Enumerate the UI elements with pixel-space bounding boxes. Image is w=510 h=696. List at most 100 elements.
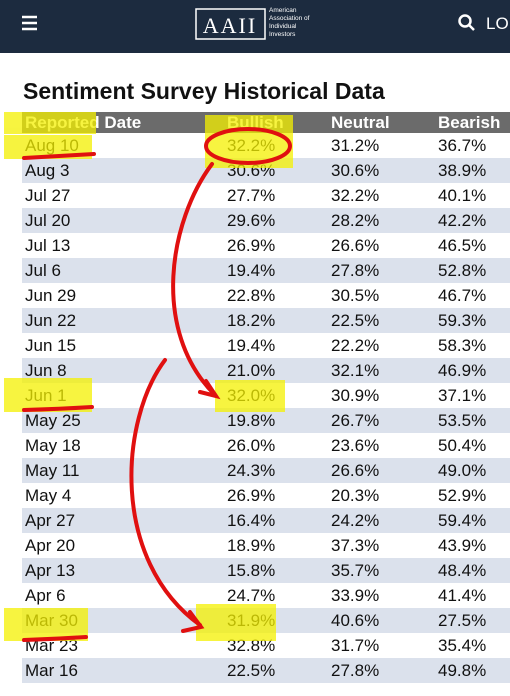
table-cell: Jul 6 (22, 258, 224, 283)
table-cell: Jun 1 (25, 385, 67, 405)
table-cell: 49.8% (435, 658, 510, 683)
table-row: Jun 1 32.0% 30.9% 37.1% (22, 383, 510, 408)
table-cell: Apr 13 (22, 558, 224, 583)
table-cell: 43.9% (438, 535, 487, 555)
table-row: Aug 10 32.2% 31.2% 36.7% (22, 133, 510, 158)
table-cell: 31.9% (224, 608, 328, 633)
table-row: Jun 29 22.8% 30.5% 46.7% (22, 283, 510, 308)
table-cell: 40.1% (438, 185, 487, 205)
logo-text: Association of (269, 15, 310, 22)
table-cell: 27.7% (227, 185, 276, 205)
table-cell: Apr 20 (25, 535, 76, 555)
table-cell: 53.5% (435, 408, 510, 433)
table-body: Aug 10 32.2% 31.2% 36.7% Aug 3 30.6% 30.6% 38.9… (22, 133, 510, 683)
table-cell: 33.9% (331, 585, 380, 605)
table-cell: 38.9% (435, 158, 510, 183)
table-cell: 16.4% (224, 508, 328, 533)
table-cell: 15.8% (224, 558, 328, 583)
table-cell: 27.5% (435, 608, 510, 633)
table-row: Jul 27 27.7% 32.2% 40.1% (22, 183, 510, 208)
table-row: Apr 27 16.4% 24.2% 59.4% (22, 508, 510, 533)
table-cell: 58.3% (438, 335, 487, 355)
table-cell: Jul 27 (25, 185, 71, 205)
table-row: Aug 3 30.6% 30.6% 38.9% (22, 158, 510, 183)
table-cell: 24.7% (227, 585, 276, 605)
table-cell: Mar 30 (22, 608, 224, 633)
table-cell: 26.7% (328, 408, 435, 433)
table-cell: Aug 10 (25, 135, 79, 155)
table-row: Mar 23 32.8% 31.7% 35.4% (22, 633, 510, 658)
table-row: Apr 20 18.9% 37.3% 43.9% (22, 533, 510, 558)
table-row: Jun 8 21.0% 32.1% 46.9% (22, 358, 510, 383)
table-cell: Aug 3 (22, 158, 224, 183)
logo-text: Investors (269, 31, 296, 38)
table-cell: 31.7% (331, 635, 380, 655)
logo-mark[interactable]: AAII (203, 13, 257, 38)
table-row: Jul 13 26.9% 26.6% 46.5% (22, 233, 510, 258)
table-cell: 18.2% (224, 308, 328, 333)
table-cell: 30.6% (224, 158, 328, 183)
table-cell: 32.1% (328, 358, 435, 383)
table-cell: 26.6% (331, 235, 380, 255)
table-cell: 46.9% (435, 358, 510, 383)
table-cell: 52.8% (435, 258, 510, 283)
table-cell: 32.8% (227, 635, 276, 655)
table-cell: 46.7% (438, 285, 487, 305)
column-header: Bullish (224, 112, 328, 133)
table-cell: 20.3% (331, 485, 380, 505)
table-cell: 40.6% (328, 608, 435, 633)
search-button[interactable] (458, 14, 475, 31)
logo-frame[interactable] (195, 8, 266, 40)
table-cell: May 11 (22, 458, 224, 483)
table-cell: 46.5% (438, 235, 487, 255)
table-cell: Jun 22 (22, 308, 224, 333)
table-cell: Jun 15 (25, 335, 77, 355)
column-header: Bearish (435, 112, 510, 133)
table-cell: Jul 13 (25, 235, 71, 255)
table-cell: May 18 (25, 435, 81, 455)
table-row: Apr 13 15.8% 35.7% 48.4% (22, 558, 510, 583)
table-cell: 32.0% (227, 385, 276, 405)
table-cell: 22.2% (331, 335, 380, 355)
table-cell: 37.3% (331, 535, 380, 555)
table-cell: Jun 8 (22, 358, 224, 383)
table-cell: 22.8% (227, 285, 276, 305)
column-header: Neutral (328, 112, 435, 133)
table-row: May 4 26.9% 20.3% 52.9% (22, 483, 510, 508)
table-cell: 26.6% (328, 458, 435, 483)
table-cell: Jul 20 (22, 208, 224, 233)
table-cell: 26.9% (227, 485, 276, 505)
table-cell: May 4 (25, 485, 72, 505)
table-cell: 37.1% (438, 385, 487, 405)
logo-text: American (269, 7, 297, 14)
table-cell: 36.7% (438, 135, 487, 155)
table-cell: 30.5% (331, 285, 380, 305)
table-cell: 35.4% (438, 635, 487, 655)
table-cell: 21.0% (224, 358, 328, 383)
table-cell: 19.4% (227, 335, 276, 355)
table-row: Jun 22 18.2% 22.5% 59.3% (22, 308, 510, 333)
table-cell: 30.9% (331, 385, 380, 405)
column-header: Reported Date (22, 112, 224, 133)
table-row: Mar 30 31.9% 40.6% 27.5% (22, 608, 510, 633)
menu-button[interactable] (22, 15, 37, 31)
logo-text: Individual (269, 23, 297, 30)
sentiment-table: Reported Date Bullish Neutral Bearish Aug 1… (22, 112, 510, 683)
top-bar: AAII American Association of Individual … (0, 0, 510, 53)
table-row: May 25 19.8% 26.7% 53.5% (22, 408, 510, 433)
table-cell: 24.2% (328, 508, 435, 533)
table-row: May 11 24.3% 26.6% 49.0% (22, 458, 510, 483)
table-cell: 22.5% (328, 308, 435, 333)
table-cell: 19.4% (224, 258, 328, 283)
table-row: Jun 15 19.4% 22.2% 58.3% (22, 333, 510, 358)
header-row: Reported Date Bullish Neutral Bearish (22, 112, 510, 133)
table-cell: 59.4% (435, 508, 510, 533)
top-bar-icons: AAII American Association of Individual … (22, 7, 509, 40)
table-cell: Jun 29 (25, 285, 77, 305)
table-cell: 59.3% (435, 308, 510, 333)
table-cell: Mar 16 (22, 658, 224, 683)
table-row: Jul 20 29.6% 28.2% 42.2% (22, 208, 510, 233)
table-cell: 19.8% (224, 408, 328, 433)
login-link[interactable]: LO (486, 14, 509, 33)
